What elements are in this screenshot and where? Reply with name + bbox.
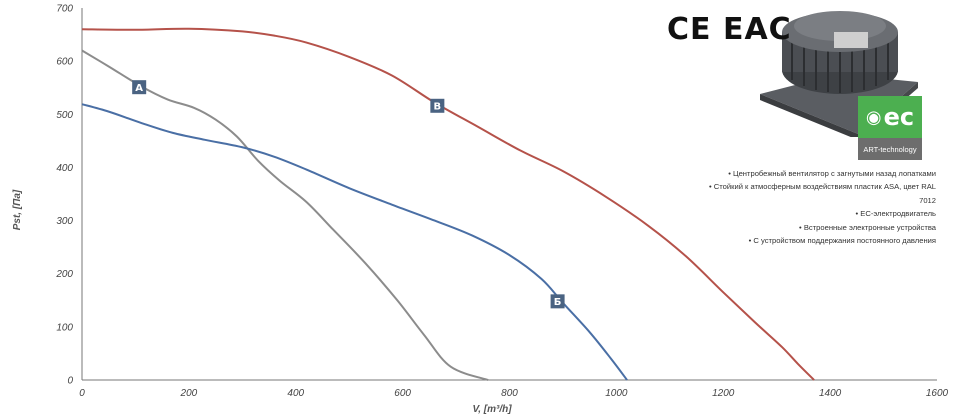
x-tick-label: 0 <box>79 388 85 399</box>
x-axis-title: V, [m³/h] <box>472 404 512 415</box>
y-tick-label: 600 <box>56 57 73 68</box>
series-line-2 <box>81 103 628 381</box>
x-tick-label: 1600 <box>926 388 949 399</box>
y-tick-label: 0 <box>67 376 73 387</box>
y-tick-label: 100 <box>56 322 73 333</box>
series-line-3 <box>81 27 815 381</box>
feature-line: • Стойкий к атмосферным воздействиям пла… <box>709 182 936 191</box>
chart-series-layer: А Б В <box>81 27 815 381</box>
series-marker-box <box>550 294 565 309</box>
y-tick-label: 500 <box>56 110 73 121</box>
x-tick-label: 200 <box>180 388 198 399</box>
x-tick-label: 1400 <box>819 388 842 399</box>
y-tick-label: 300 <box>56 216 73 227</box>
globe-icon: ◉ <box>865 106 882 128</box>
certification-marks: CE EAC <box>667 12 792 47</box>
ec-badge: ◉ ec ART-technology <box>858 96 922 160</box>
ec-badge-top: ◉ ec <box>858 96 922 138</box>
feature-line: • Встроенные электронные устройства <box>799 223 936 232</box>
y-axis-title: Pst, [Па] <box>12 189 23 230</box>
ec-badge-caption: ART-technology <box>858 138 922 160</box>
feature-line: • EC-электродвигатель <box>855 209 937 218</box>
x-tick-label: 400 <box>287 388 304 399</box>
y-tick-label: 200 <box>55 269 73 280</box>
series-marker-label: В <box>434 102 442 113</box>
series-marker-box <box>132 80 147 95</box>
series-line-1 <box>81 49 489 381</box>
y-tick-label: 700 <box>56 4 73 15</box>
x-tick-label: 600 <box>394 388 411 399</box>
series-marker-label: Б <box>554 297 562 308</box>
x-tick-label: 1200 <box>712 388 735 399</box>
chart-axes: 0 200 400 600 800 1000 1200 1400 1600 0 100 200 300 4… <box>55 4 948 400</box>
feature-line: • Центробежный вентилятор с загнутыми на… <box>728 169 936 178</box>
y-tick-label: 400 <box>56 163 73 174</box>
series-marker-box <box>430 98 445 113</box>
feature-line: • С устройством поддержания постоянного … <box>748 236 936 245</box>
ec-logo-text: ec <box>883 103 915 131</box>
x-tick-label: 800 <box>501 388 518 399</box>
feature-line: 7012 <box>919 196 936 205</box>
series-marker-label: А <box>135 83 143 94</box>
x-tick-label: 1000 <box>605 388 628 399</box>
